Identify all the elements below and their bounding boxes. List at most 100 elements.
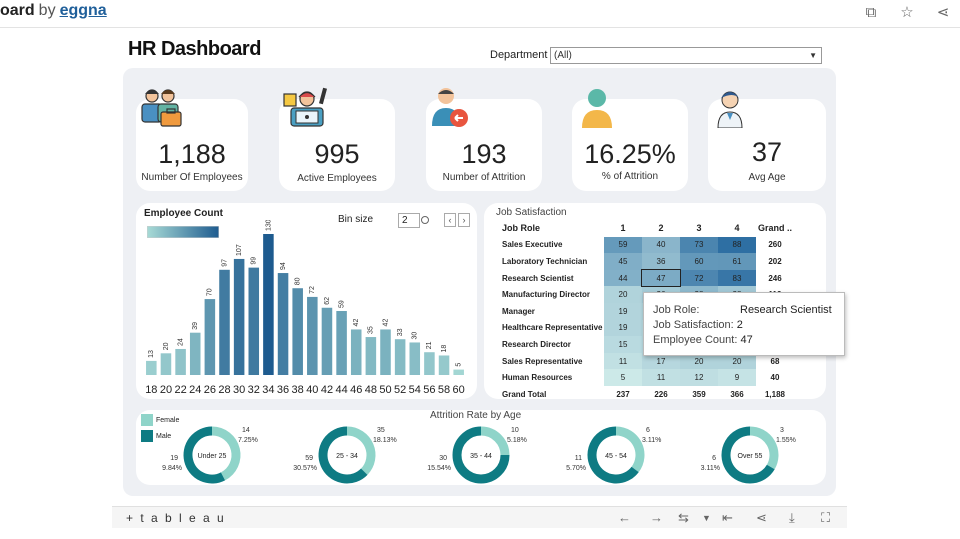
donut-male-slice[interactable] — [721, 426, 775, 484]
donut-female-slice[interactable] — [615, 426, 645, 473]
histogram-bar[interactable] — [409, 342, 421, 375]
donut-female-slice[interactable] — [749, 426, 779, 470]
heatmap-cell[interactable]: 61 — [718, 253, 756, 270]
histogram-bar[interactable] — [292, 288, 303, 375]
heatmap-cell[interactable]: 12 — [680, 369, 718, 386]
heatmap-row: Sales Executive 59 40 73 88 260 — [498, 236, 794, 254]
favorite-star-icon[interactable]: ☆ — [900, 4, 914, 21]
donut-male-pct: 30.57% — [293, 465, 317, 472]
bin-next-button[interactable]: › — [458, 213, 470, 227]
histogram-bar[interactable] — [321, 307, 333, 375]
histogram-bar[interactable] — [365, 337, 377, 375]
histogram-bar[interactable] — [175, 348, 186, 375]
histogram-bar[interactable] — [160, 353, 172, 375]
x-tick-label: 38 — [292, 384, 304, 396]
histogram-bar[interactable] — [394, 339, 406, 375]
heatmap-cell[interactable]: 20 — [604, 286, 642, 303]
heatmap-cell[interactable]: 72 — [680, 269, 718, 287]
histogram-bar[interactable] — [233, 258, 245, 375]
histogram-bar[interactable] — [438, 355, 450, 375]
job-role-label: Manager — [502, 306, 535, 316]
job-role-label: Sales Representative — [502, 356, 583, 366]
heatmap-cell[interactable]: 15 — [604, 336, 642, 353]
histogram-bar[interactable] — [380, 329, 391, 375]
tooltip-sat-label: Job Satisfaction: — [653, 319, 734, 331]
donut-female-pct: 7.25% — [238, 437, 258, 444]
x-tick-label: 60 — [453, 384, 465, 396]
redo-icon[interactable]: → — [650, 510, 663, 525]
revert-dropdown-icon[interactable]: ▼ — [702, 513, 711, 523]
histogram-bar[interactable] — [277, 273, 289, 375]
heatmap-cell[interactable]: 20 — [680, 352, 718, 370]
job-role-label: Sales Executive — [502, 240, 563, 250]
heatmap-cell[interactable]: 47 — [641, 268, 681, 288]
bar-value-label: 70 — [207, 288, 214, 296]
histogram-bar[interactable] — [189, 332, 201, 375]
heatmap-row: Sales Representative 11 17 20 20 68 — [498, 352, 794, 370]
heatmap-cell[interactable]: 5 — [604, 369, 642, 386]
donut-female-count: 35 — [377, 427, 385, 434]
viz-title-text: oard — [0, 2, 35, 19]
heatmap-cell[interactable]: 60 — [680, 253, 718, 270]
donut-male-slice[interactable] — [452, 426, 510, 484]
legend-male-swatch — [141, 430, 153, 442]
donut-male-count: 19 — [170, 455, 178, 462]
donut-female-slice[interactable] — [480, 426, 510, 456]
heatmap-cell[interactable]: 9 — [718, 369, 756, 386]
share-icon[interactable]: ⋖ — [756, 510, 767, 525]
row-total: 260 — [768, 240, 782, 250]
heatmap-cell[interactable]: 88 — [718, 236, 756, 254]
heatmap-cell[interactable]: 20 — [718, 352, 756, 370]
bin-slider-handle[interactable] — [421, 216, 429, 224]
donut-female-slice[interactable] — [346, 426, 376, 475]
bin-prev-button[interactable]: ‹ — [444, 213, 456, 227]
heatmap-cell[interactable]: 44 — [604, 269, 642, 287]
revert-icon[interactable]: ⇆ — [678, 510, 689, 525]
donut-female-count: 6 — [646, 427, 650, 434]
row-total: 202 — [768, 256, 782, 266]
reset-icon[interactable]: ⇤ — [722, 510, 733, 525]
undo-icon[interactable]: ← — [618, 510, 631, 525]
heatmap-cell[interactable]: 40 — [642, 236, 680, 254]
histogram-bar[interactable] — [263, 234, 274, 375]
heatmap-cell[interactable]: 17 — [642, 352, 680, 370]
donut-male-slice[interactable] — [183, 426, 226, 484]
histogram-bar[interactable] — [453, 369, 464, 375]
heatmap-cell[interactable]: 45 — [604, 253, 642, 270]
grand-total-header: Grand .. — [757, 223, 792, 234]
kpi-value: 193 — [461, 139, 507, 169]
histogram-bar[interactable] — [204, 299, 216, 375]
bin-size-input[interactable]: 2 — [398, 213, 420, 228]
fullscreen-icon[interactable]: ⛶ — [821, 510, 831, 525]
x-tick-label: 58 — [438, 384, 450, 396]
author-link[interactable]: eggna — [59, 2, 107, 19]
by-text: by — [38, 2, 56, 19]
heatmap-cell[interactable]: 19 — [604, 302, 642, 320]
histogram-bar[interactable] — [248, 267, 260, 375]
download-icon[interactable]: ⤓ — [789, 510, 795, 525]
heatmap-cell[interactable]: 11 — [642, 369, 680, 386]
sat-col-header: 1 — [620, 223, 626, 234]
share-icon[interactable]: ⋖ — [936, 4, 950, 21]
heatmap-cell[interactable]: 73 — [680, 236, 718, 254]
heatmap-cell[interactable]: 36 — [642, 253, 680, 270]
heatmap-cell[interactable]: 11 — [604, 352, 642, 370]
histogram-bar[interactable] — [146, 360, 157, 375]
x-tick-label: 46 — [350, 384, 362, 396]
histogram-bar[interactable] — [307, 296, 318, 375]
histogram-bar[interactable] — [350, 329, 362, 375]
donut-male-slice[interactable] — [587, 426, 639, 484]
department-dropdown[interactable]: (All) ▼ — [550, 47, 822, 64]
copy-icon[interactable]: ⧉ — [865, 4, 877, 21]
heatmap-cell[interactable]: 83 — [718, 269, 756, 287]
histogram-bar[interactable] — [336, 311, 347, 375]
heatmap-cell[interactable]: 19 — [604, 319, 642, 337]
donut-male-slice[interactable] — [318, 426, 368, 484]
histogram-bar[interactable] — [424, 352, 435, 375]
heatmap-cell[interactable]: 59 — [604, 236, 642, 254]
donut-female-slice[interactable] — [211, 426, 241, 481]
bin-size-label: Bin size — [338, 214, 374, 225]
histogram-bar[interactable] — [219, 269, 230, 375]
kpi-label: Number of Attrition — [442, 172, 526, 183]
bar-value-label: 42 — [353, 319, 360, 327]
